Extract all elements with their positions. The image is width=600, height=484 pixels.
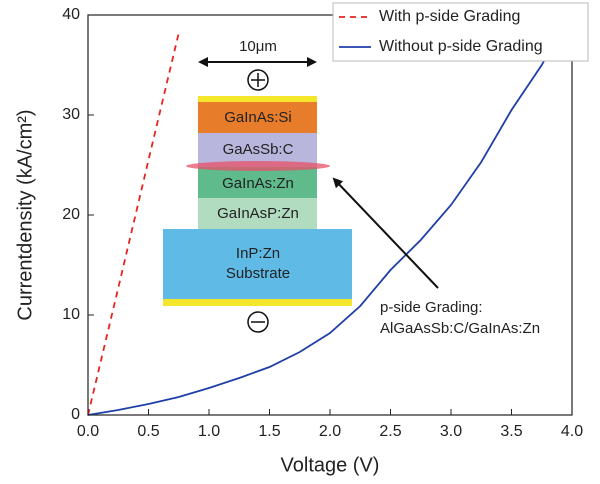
substrate-label: InP:Zn: [236, 245, 280, 262]
x-tick-label: 3.0: [440, 423, 462, 440]
x-tick-label: 0.0: [77, 423, 99, 440]
substrate-label: Substrate: [226, 265, 290, 282]
top-contact: [198, 96, 317, 102]
annotation: AlGaAsSb:C/GaInAs:Zn: [380, 320, 540, 337]
y-tick-label: 10: [62, 306, 80, 323]
inset-diagram: 10μm GaInAs:Si GaAsSb:C GaInAs:Zn GaInAs…: [163, 38, 540, 337]
series-line: [88, 32, 560, 415]
layer-label: GaInAsP:Zn: [217, 205, 299, 222]
width-label: 10μm: [239, 38, 277, 55]
y-axis-label: Currentdensity (kA/cm²): [14, 109, 36, 320]
x-tick-label: 2.0: [319, 423, 341, 440]
legend-label: With p-side Grading: [379, 8, 520, 25]
layer-label: GaInAs:Si: [224, 109, 292, 126]
x-tick-label: 0.5: [137, 423, 159, 440]
plot-frame: [88, 15, 572, 415]
grading-highlight: [186, 161, 330, 171]
x-tick-label: 3.5: [500, 423, 522, 440]
y-tick-label: 30: [62, 106, 80, 123]
y-tick-label: 0: [71, 406, 80, 423]
x-axis-label: Voltage (V): [281, 454, 380, 476]
layer-label: GaAsSb:C: [223, 141, 294, 158]
chart: Voltage (V) Currentdensity (kA/cm²) 10μm…: [0, 0, 600, 484]
x-tick-label: 1.0: [198, 423, 220, 440]
y-tick-label: 40: [62, 6, 80, 23]
legend-label: Without p-side Grading: [379, 38, 543, 55]
x-tick-label: 1.5: [258, 423, 280, 440]
layer-label: GaInAs:Zn: [222, 175, 294, 192]
x-tick-label: 4.0: [561, 423, 583, 440]
bottom-contact: [163, 299, 352, 306]
y-tick-label: 20: [62, 206, 80, 223]
annotation: p-side Grading:: [380, 299, 483, 316]
x-tick-label: 2.5: [379, 423, 401, 440]
series-line: [88, 33, 179, 415]
